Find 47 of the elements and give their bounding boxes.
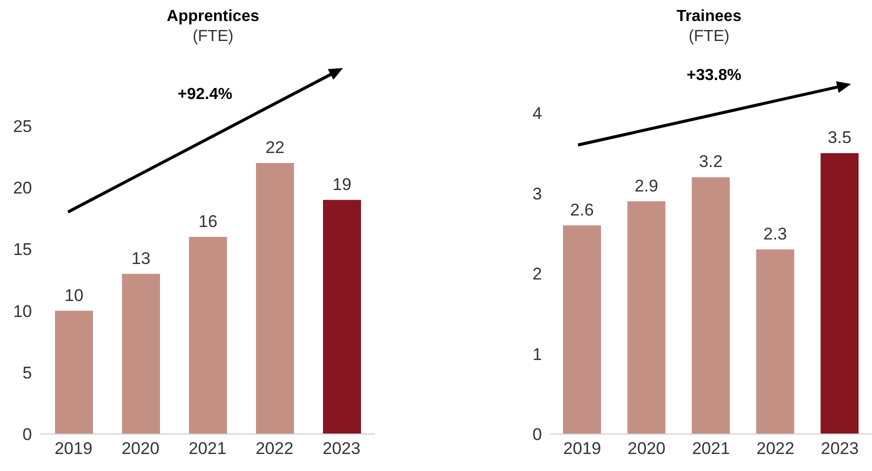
chart-title: Trainees [676, 8, 742, 26]
bar [627, 201, 666, 434]
chart-subtitle: (FTE) [688, 28, 730, 46]
y-tick-label: 5 [22, 363, 32, 382]
data-label: 19 [332, 174, 352, 194]
y-tick-label: 1 [532, 344, 542, 364]
y-tick-label: 20 [13, 178, 32, 198]
y-tick-label: 2 [532, 264, 542, 284]
bar [756, 249, 794, 434]
y-tick-label: 0 [532, 425, 542, 444]
y-tick-label: 15 [13, 240, 32, 260]
y-tick-label: 10 [13, 302, 32, 321]
text: +33.8% [686, 67, 742, 85]
x-tick-label: 2021 [692, 439, 730, 458]
data-label: 2.3 [763, 224, 788, 244]
chart-title: Apprentices [166, 8, 260, 26]
x-tick-label: 2022 [256, 439, 294, 458]
bar [55, 310, 93, 434]
data-label: 3.5 [828, 128, 852, 148]
x-tick-label: 2019 [563, 439, 602, 458]
y-tick-label: 3 [532, 184, 542, 204]
chart-subtitle: (FTE) [192, 28, 234, 46]
x-tick-label: 2021 [188, 439, 226, 458]
y-tick-label: 25 [13, 117, 32, 136]
x-tick-label: 2023 [322, 439, 360, 458]
data-label: 10 [64, 286, 84, 305]
x-tick-label: 2020 [122, 439, 160, 458]
data-label: 2.6 [570, 200, 594, 220]
data-label: 16 [198, 212, 218, 231]
bar [256, 162, 294, 434]
bar [563, 225, 601, 434]
bar [323, 200, 361, 434]
data-label: 22 [266, 138, 284, 157]
text: +92.4% [176, 86, 234, 104]
x-tick-label: 2022 [756, 439, 794, 458]
bar [122, 274, 160, 434]
x-tick-label: 2020 [628, 439, 666, 458]
data-label: 2.9 [634, 176, 658, 196]
y-tick-label: 0 [22, 425, 32, 444]
x-tick-label: 2019 [54, 439, 92, 458]
data-label: 3.2 [698, 152, 723, 172]
bar [820, 153, 859, 434]
data-label: 13 [132, 248, 150, 268]
bar [692, 177, 730, 434]
y-tick-label: 4 [532, 104, 542, 124]
bar [189, 236, 227, 434]
x-tick-label: 2023 [820, 439, 859, 458]
